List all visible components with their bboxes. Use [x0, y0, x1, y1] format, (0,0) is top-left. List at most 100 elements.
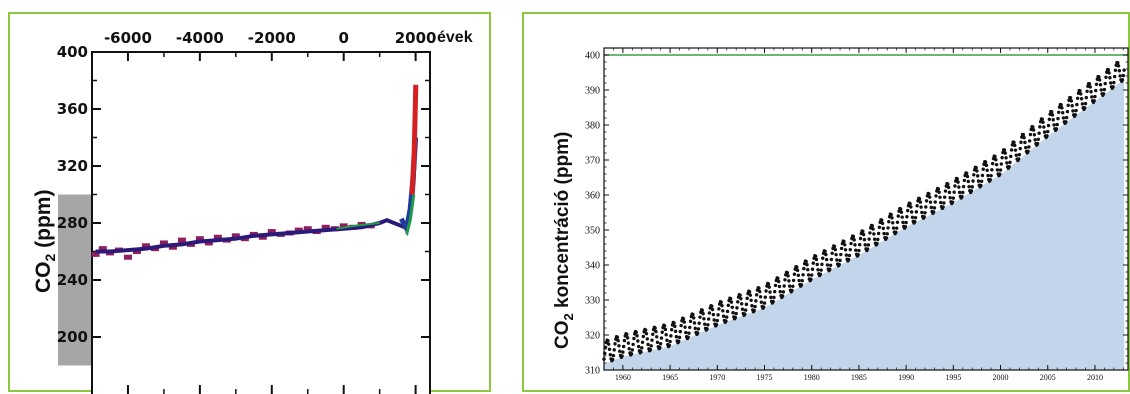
measurement-point [707, 311, 712, 315]
measurement-point [904, 220, 908, 225]
measurement-point [683, 325, 687, 329]
measurement-point [983, 160, 988, 164]
measurement-point [998, 172, 1002, 176]
measurement-point [729, 300, 734, 304]
measurement-point [654, 329, 658, 334]
measurement-point [924, 205, 928, 209]
measurement-point [820, 262, 824, 267]
measurement-point [979, 179, 984, 183]
measurement-point [985, 168, 989, 172]
measurement-point [895, 220, 900, 225]
measurement-point [783, 278, 787, 282]
measurement-point [1061, 116, 1066, 120]
measurement-point [957, 190, 962, 195]
measurement-point [1007, 164, 1011, 169]
measurement-point [834, 252, 838, 257]
measurement-point [677, 339, 681, 344]
measurement-point [712, 318, 716, 322]
measurement-point [1097, 78, 1102, 82]
left-chart-panel: -6000 -4000 -2000 0 2000 200 240 280 320 360 400 … [8, 12, 491, 394]
measurement-point [739, 296, 743, 301]
ice-core-marker [195, 236, 204, 242]
measurement-point [1075, 96, 1080, 100]
ice-core-marker [159, 240, 168, 246]
measurement-point [886, 226, 890, 230]
measurement-point [687, 331, 691, 335]
measurement-point [1055, 122, 1059, 127]
measurement-point [1000, 155, 1004, 160]
x-tick-label: -4000 [176, 29, 224, 47]
measurement-point [957, 185, 961, 189]
measurement-point [924, 199, 929, 203]
measurement-point [846, 257, 851, 262]
y-axis-title-right-sub: 2 [561, 313, 576, 320]
measurement-point [752, 308, 756, 313]
measurement-point [1027, 145, 1031, 149]
measurement-point [1074, 108, 1078, 113]
measurement-point [832, 244, 837, 249]
measurement-point [758, 295, 763, 299]
measurement-point [1121, 73, 1125, 78]
measurement-point [669, 328, 674, 332]
measurement-point [1051, 118, 1055, 122]
monthly-measurement-points [602, 60, 1126, 363]
measurement-point [934, 194, 938, 198]
measurement-point [758, 289, 762, 294]
measurement-point [920, 210, 924, 215]
measurement-point [960, 194, 964, 199]
measurement-point [901, 220, 905, 225]
measurement-point [795, 268, 800, 273]
measurement-point [1022, 135, 1026, 140]
ice-core-marker [213, 234, 222, 240]
measurement-point [640, 346, 644, 350]
measurement-point [757, 286, 761, 291]
measurement-point [1004, 156, 1008, 160]
measurement-point [625, 332, 629, 337]
measurement-point [1042, 130, 1047, 134]
measurement-point [967, 185, 971, 189]
measurement-point [805, 263, 809, 267]
measurement-point [853, 243, 857, 247]
measurement-point [706, 317, 711, 321]
measurement-point [743, 308, 748, 312]
measurement-point [1059, 103, 1063, 107]
measurement-point [870, 224, 874, 228]
measurement-point [710, 304, 714, 308]
measurement-point [971, 179, 975, 183]
measurement-point [659, 336, 664, 340]
measurement-point [711, 312, 716, 317]
measurement-point [1104, 75, 1108, 79]
measurement-point [769, 295, 773, 300]
measurement-point [877, 225, 882, 230]
measurement-point [773, 283, 778, 288]
measurement-point [933, 200, 937, 204]
measurement-point [645, 337, 649, 341]
measurement-point [639, 350, 643, 354]
measurement-point [1113, 68, 1118, 72]
measurement-point [1102, 87, 1107, 92]
x-tick-label: 1975 [757, 373, 773, 382]
measurement-point [823, 249, 827, 254]
measurement-point [905, 208, 910, 213]
ice-core-marker [303, 226, 312, 232]
measurement-point [887, 220, 891, 224]
recent-green-spike [405, 194, 416, 235]
x-tick-label: 2010 [1087, 373, 1103, 382]
measurement-point [745, 296, 749, 301]
measurement-point [721, 314, 726, 318]
measurement-point [1054, 127, 1059, 131]
measurement-point [876, 237, 880, 242]
measurement-point [663, 327, 668, 332]
measurement-point [749, 298, 753, 302]
x-tick-labels-right: 1960 1965 1970 1975 1980 1985 1990 1995 2000 2005… [615, 373, 1103, 382]
measurement-point [658, 341, 663, 346]
measurement-point [622, 338, 627, 343]
measurement-point [1049, 110, 1054, 114]
measurement-point [1060, 111, 1065, 115]
measurement-point [969, 189, 974, 193]
measurement-point [641, 334, 646, 339]
measurement-point [1005, 161, 1009, 165]
measurement-point [607, 342, 611, 346]
measurement-point [738, 293, 742, 298]
measurement-point [961, 184, 966, 189]
